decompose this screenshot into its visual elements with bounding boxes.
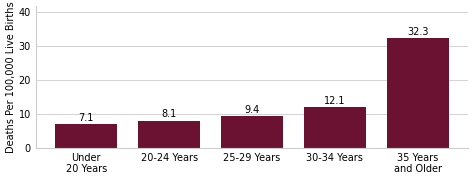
- Text: 8.1: 8.1: [162, 109, 177, 119]
- Bar: [387, 39, 449, 148]
- Text: 12.1: 12.1: [324, 96, 346, 106]
- Y-axis label: Deaths Per 100,000 Live Births: Deaths Per 100,000 Live Births: [6, 1, 16, 153]
- Bar: [138, 121, 200, 148]
- Text: 9.4: 9.4: [245, 105, 260, 115]
- Text: 32.3: 32.3: [407, 27, 428, 37]
- Bar: [221, 116, 283, 148]
- Text: 7.1: 7.1: [79, 112, 94, 123]
- Bar: [55, 124, 118, 148]
- Bar: [304, 107, 366, 148]
